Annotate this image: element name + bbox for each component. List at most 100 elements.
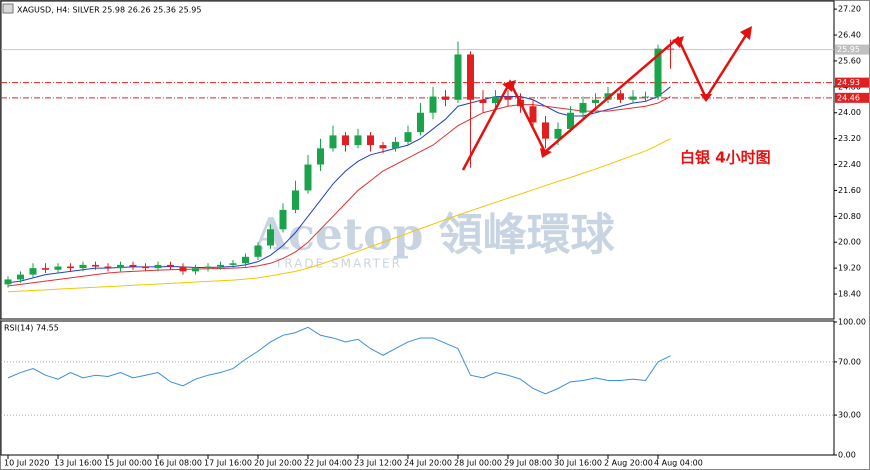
y-tick-label: 100.00 <box>838 318 866 327</box>
moving-average <box>7 138 671 293</box>
candle-body <box>467 54 474 100</box>
rsi-line <box>7 326 671 395</box>
candle-body <box>454 54 462 100</box>
annotation-marker <box>502 80 516 92</box>
candle-body <box>579 103 587 113</box>
x-tick-label: 23 Jul 12:00 <box>354 459 402 468</box>
candle-body <box>617 93 624 100</box>
y-tick-label: 0.00 <box>838 451 856 460</box>
candle-body <box>317 148 324 165</box>
x-tick-label: 22 Jul 04:00 <box>304 459 352 468</box>
annotation-text: 白银 4小时图 <box>680 149 771 167</box>
candle-body <box>529 106 537 123</box>
y-tick-label: 30.00 <box>838 411 861 420</box>
x-tick-label: 13 Jul 16:00 <box>54 459 102 468</box>
candle-body <box>292 190 299 210</box>
candle-body <box>479 99 487 104</box>
annotation-marker <box>672 36 684 48</box>
candle-body <box>304 164 312 191</box>
candle-body <box>554 128 562 139</box>
annotation-marker <box>540 148 552 158</box>
candle-body <box>167 264 174 267</box>
candle-body <box>204 266 212 269</box>
candle-body <box>429 96 437 113</box>
candle-body <box>654 48 662 97</box>
candle-body <box>629 96 637 100</box>
y-tick-label: 25.60 <box>838 56 861 65</box>
y-tick-label: 20.00 <box>838 238 861 247</box>
x-tick-label: 16 Jul 08:00 <box>154 459 202 468</box>
symbol-icon <box>2 3 14 14</box>
candle-body <box>442 96 449 100</box>
y-tick-label: 24.00 <box>838 108 861 117</box>
candle-body <box>267 229 274 246</box>
level-box <box>835 77 869 88</box>
y-tick-label: 20.80 <box>838 212 861 221</box>
candle-body <box>392 141 399 149</box>
candle-body <box>567 112 574 129</box>
symbol-label: XAGUSD, H4: SILVER 25.98 26.26 25.36 25.… <box>17 6 201 15</box>
candle-body <box>154 264 162 269</box>
candle-body <box>417 112 424 133</box>
candle-body <box>17 274 24 280</box>
price-pane <box>0 0 835 320</box>
x-tick-label: 10 Jul 2020 <box>4 459 49 468</box>
candle-body <box>179 266 187 272</box>
candle-body <box>279 209 287 230</box>
candle-body <box>142 266 149 269</box>
candle-body <box>42 268 49 270</box>
candle-body <box>92 264 99 267</box>
candle-body <box>229 263 237 265</box>
x-tick-label: 20 Jul 20:00 <box>254 459 302 468</box>
rsi-pane <box>0 320 835 456</box>
candle-body <box>79 264 87 269</box>
y-tick-label: 18.40 <box>838 290 861 299</box>
candle-body <box>329 135 337 149</box>
candle-body <box>117 264 124 269</box>
y-tick-label: 21.60 <box>838 186 861 195</box>
candle-body <box>4 279 12 285</box>
candle-body <box>642 96 649 98</box>
candle-body <box>54 266 62 270</box>
candle-body <box>367 135 374 146</box>
candle-body <box>217 264 224 267</box>
candle-body <box>404 132 412 142</box>
last-price-label: 25.95 <box>837 45 860 54</box>
x-tick-label: 30 Jul 16:00 <box>554 459 602 468</box>
x-tick-label: 29 Jul 08:00 <box>504 459 552 468</box>
candle-body <box>379 145 387 149</box>
candle-body <box>67 266 74 269</box>
last-price-box <box>835 44 869 55</box>
moving-average <box>7 96 671 287</box>
candle-body <box>354 135 362 146</box>
candle-body <box>29 268 37 275</box>
level-box <box>835 92 869 103</box>
candle-body <box>504 96 512 100</box>
x-tick-label: 2 Aug 20:00 <box>604 459 653 468</box>
y-tick-label: 22.40 <box>838 160 861 169</box>
y-tick-label: 19.20 <box>838 264 861 273</box>
plot: 27.2026.4025.6024.8024.0023.2022.4021.60… <box>1 5 869 468</box>
x-tick-label: 28 Jul 00:00 <box>454 459 502 468</box>
candle-body <box>592 99 599 104</box>
level-label: 24.46 <box>837 93 860 102</box>
candle-body <box>254 245 262 257</box>
x-tick-label: 15 Jul 00:00 <box>104 459 152 468</box>
rsi-title: RSI(14) 74.55 <box>4 324 59 333</box>
annotation-marker <box>700 94 712 102</box>
x-tick-label: 17 Jul 16:00 <box>204 459 252 468</box>
level-label: 24.93 <box>837 78 860 87</box>
y-tick-label: 23.20 <box>838 134 861 143</box>
watermark-brand: Acetop 領峰環球 <box>253 210 616 261</box>
y-tick-label: 26.40 <box>838 31 861 40</box>
candle-body <box>242 256 249 264</box>
candle-body <box>342 135 349 146</box>
x-tick-label: 4 Aug 04:00 <box>654 459 703 468</box>
candle-body <box>192 268 199 272</box>
candle-body <box>104 266 112 269</box>
y-tick-label: 70.00 <box>838 357 861 366</box>
candle-body <box>129 264 137 267</box>
watermark-tagline: TRADE SMARTER <box>274 257 402 271</box>
candle-body <box>667 48 674 50</box>
